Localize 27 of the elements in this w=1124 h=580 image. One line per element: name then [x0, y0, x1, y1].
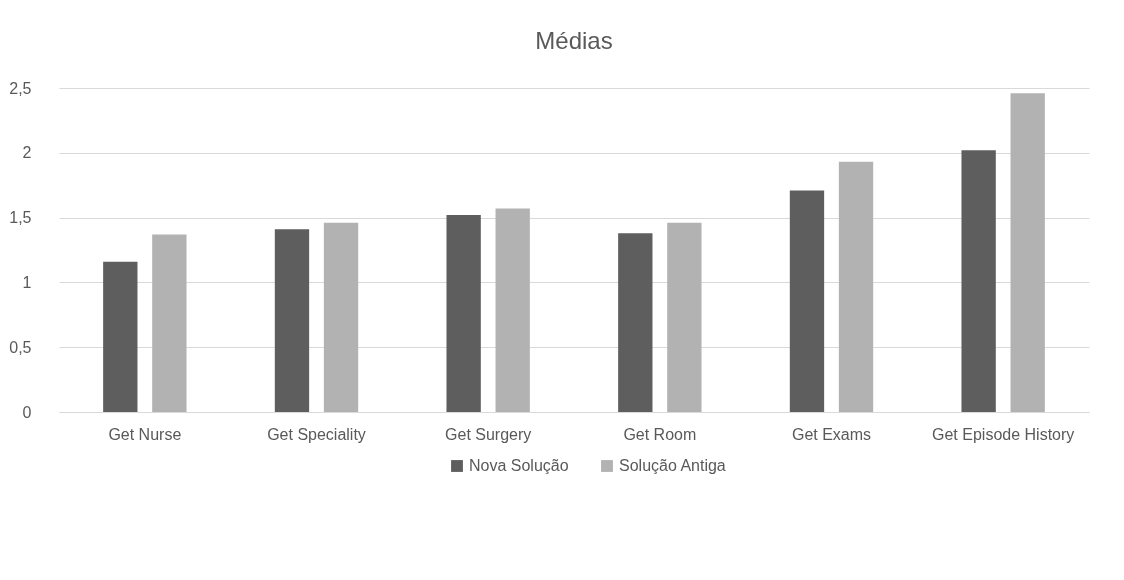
- legend-label: Solução Antiga: [619, 457, 726, 474]
- bar: [323, 222, 359, 412]
- y-tick-label: 1,5: [9, 209, 32, 227]
- bar: [103, 261, 138, 412]
- bar: [789, 190, 825, 412]
- chart-title: Médias: [535, 27, 613, 54]
- y-tick-label: 2,5: [9, 79, 32, 97]
- bar: [152, 234, 187, 412]
- bar: [667, 222, 702, 412]
- x-tick-label: Get Exams: [791, 425, 872, 443]
- x-tick-label: Get Episode History: [932, 425, 1075, 443]
- bar: [446, 215, 481, 412]
- bar: [495, 208, 530, 412]
- y-tick-label: 1: [22, 273, 32, 291]
- bar: [274, 229, 310, 412]
- x-tick-label: Get Surgery: [445, 425, 532, 443]
- bar: [961, 150, 996, 412]
- y-tick-label: 0: [22, 403, 32, 421]
- x-tick-label: Get Speciality: [267, 425, 366, 443]
- bar: [618, 233, 653, 412]
- x-tick-label: Get Room: [623, 425, 697, 443]
- bar: [1010, 93, 1045, 412]
- y-tick-label: 2: [22, 144, 32, 162]
- bar: [838, 161, 874, 412]
- y-tick-label: 0,5: [9, 338, 32, 356]
- x-tick-label: Get Nurse: [108, 425, 182, 443]
- legend-label: Nova Solução: [469, 457, 569, 474]
